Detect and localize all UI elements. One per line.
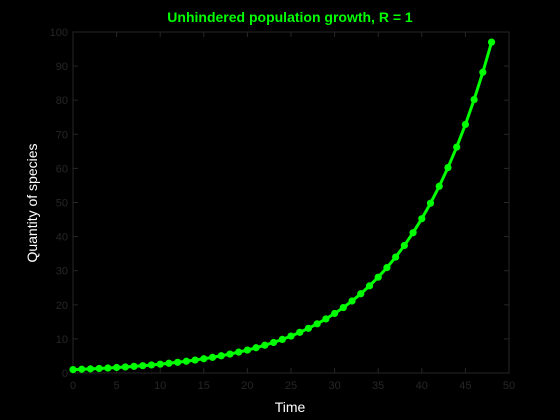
data-point: [95, 364, 103, 373]
x-tick-label: 20: [241, 380, 253, 392]
x-tick-label: 30: [328, 380, 340, 392]
y-tick-label: 50: [56, 198, 68, 210]
data-point: [339, 303, 347, 312]
data-point: [182, 357, 190, 365]
y-tick-label: 10: [56, 334, 68, 346]
x-tick-label: 0: [70, 380, 76, 392]
data-point: [208, 353, 217, 361]
data-point: [130, 362, 138, 370]
data-point: [392, 253, 400, 261]
data-point: [69, 365, 77, 374]
data-point: [426, 199, 435, 207]
y-tick-label: 70: [56, 129, 68, 141]
y-tick-label: 90: [56, 61, 68, 73]
y-ticks: 0 10 20 30 40 50 60 70 80 90 100: [50, 27, 509, 380]
x-tick-label: 15: [198, 380, 210, 392]
x-tick-label: 10: [154, 380, 166, 392]
x-tick-label: 5: [114, 380, 120, 392]
data-point: [400, 241, 408, 250]
data-point: [139, 362, 147, 370]
data-point: [461, 120, 469, 129]
data-point: [444, 163, 452, 172]
data-point: [147, 361, 156, 369]
y-tick-label: 100: [50, 27, 68, 39]
data-point: [304, 324, 313, 332]
y-tick-label: 30: [56, 266, 68, 278]
data-point: [78, 365, 86, 373]
x-tick-label: 50: [503, 380, 515, 392]
data-point: [487, 38, 496, 46]
data-point: [357, 290, 365, 298]
data-point: [470, 95, 478, 104]
data-point: [313, 320, 321, 328]
x-tick-label: 35: [372, 380, 384, 392]
y-tick-label: 40: [56, 232, 68, 244]
data-point: [374, 273, 382, 281]
data-point: [409, 229, 417, 237]
y-tick-label: 60: [56, 163, 68, 175]
x-tick-label: 40: [416, 380, 428, 392]
data-point: [200, 355, 208, 363]
data-point: [104, 364, 112, 372]
y-tick-label: 0: [62, 368, 68, 380]
data-point: [322, 315, 330, 323]
data-point: [243, 346, 251, 354]
chart-title: Unhindered population growth, R = 1: [167, 9, 413, 25]
data-point: [383, 263, 391, 272]
y-tick-label: 20: [56, 300, 68, 312]
data-point: [226, 350, 234, 358]
data-point: [217, 352, 225, 360]
x-ticks: 0 5 10 15 20 25 30 35 40 45 50: [70, 32, 515, 392]
data-point: [269, 338, 278, 347]
data-point: [296, 328, 304, 336]
data-point: [331, 309, 339, 318]
data-point: [121, 363, 129, 371]
y-axis-label: Quantity of species: [24, 143, 40, 262]
x-tick-label: 25: [285, 380, 297, 392]
data-point: [252, 344, 260, 352]
data-point: [287, 332, 295, 340]
data-point: [191, 356, 199, 364]
data-point: [165, 359, 173, 367]
data-point: [348, 297, 356, 305]
data-point: [261, 341, 269, 349]
x-tick-label: 45: [459, 380, 471, 392]
data-point: [435, 182, 443, 190]
data-point: [479, 68, 487, 76]
data-point: [418, 215, 426, 223]
data-point: [235, 348, 243, 356]
data-point: [113, 363, 121, 372]
y-tick-label: 80: [56, 95, 68, 107]
data-point: [365, 282, 374, 290]
data-point: [278, 335, 286, 344]
series-layer: [69, 38, 496, 374]
data-point: [174, 358, 182, 366]
x-axis-label: Time: [275, 399, 306, 415]
data-point: [453, 143, 461, 151]
data-point: [86, 365, 95, 373]
data-point: [156, 360, 164, 368]
